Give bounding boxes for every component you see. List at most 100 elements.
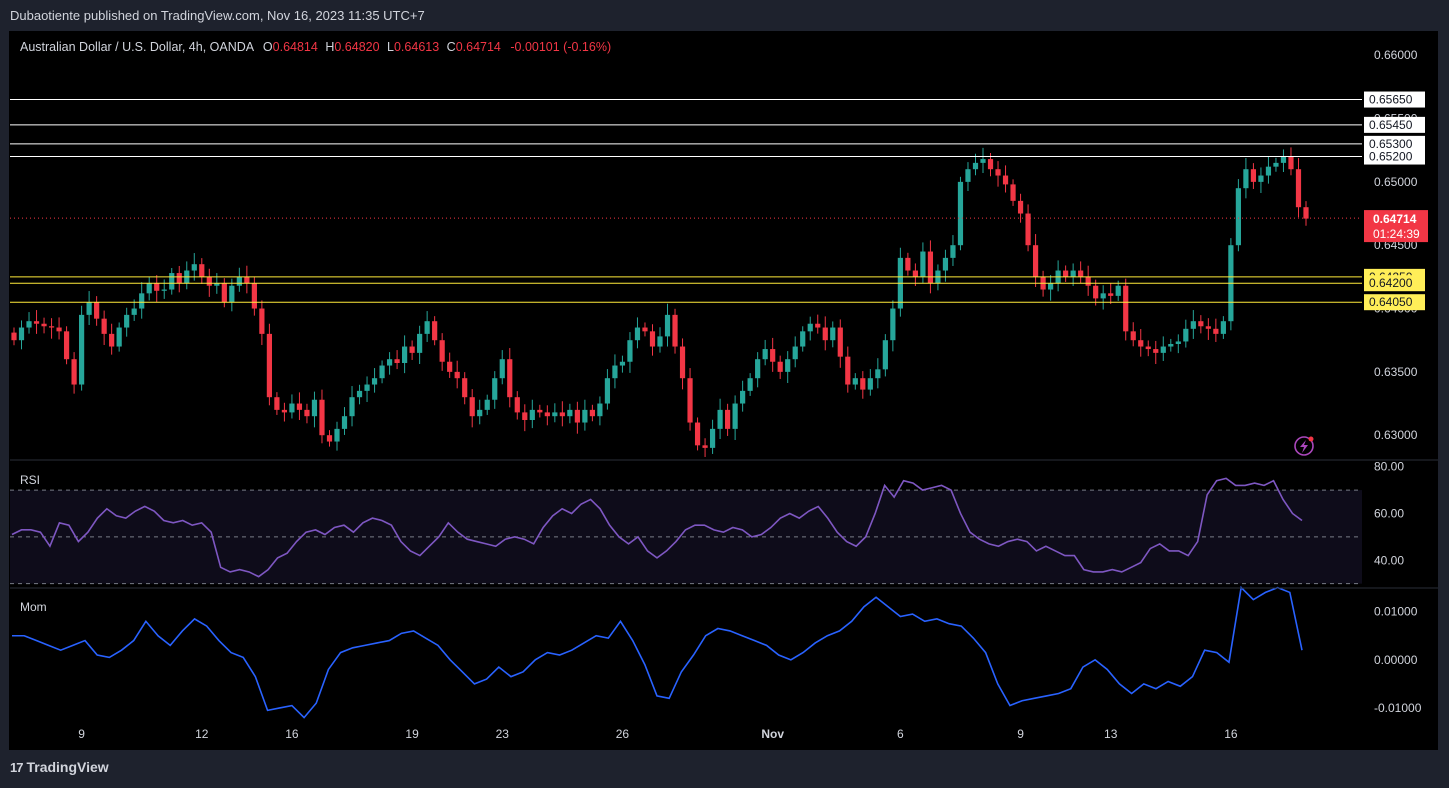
candle-body (304, 409, 310, 417)
candle-body (552, 412, 558, 417)
candle-body (33, 321, 40, 324)
price-axis-tick: 0.63500 (1374, 365, 1418, 379)
resistance-label: 0.65200 (1369, 150, 1413, 164)
rsi-axis-tick: 40.00 (1374, 553, 1404, 567)
candle-body (942, 257, 949, 271)
momentum-line (12, 585, 1303, 719)
candle-body (1190, 321, 1196, 329)
candle-body (875, 369, 881, 379)
lightning-icon (1294, 436, 1314, 456)
rsi-title: RSI (20, 473, 40, 487)
candle-body (709, 428, 716, 448)
candle-body (537, 409, 543, 413)
candle-body (191, 264, 197, 271)
candle-body (785, 359, 791, 372)
candle-body (71, 359, 77, 385)
support-label: 0.64050 (1369, 295, 1413, 309)
candle-body (957, 181, 964, 246)
candle-body (289, 403, 295, 413)
candle-body (1183, 328, 1189, 342)
candle-body (702, 445, 708, 448)
candle-body (927, 251, 934, 284)
candle-body (1265, 166, 1272, 176)
candle-body (386, 359, 393, 366)
candle-body (1175, 341, 1181, 344)
candle-body (815, 323, 821, 328)
candle-body (867, 378, 873, 390)
candle-body (266, 333, 272, 398)
candle-body (627, 340, 633, 362)
low-value: 0.64613 (393, 40, 440, 54)
candle-body (1138, 340, 1144, 347)
time-axis-tick: 9 (1017, 727, 1024, 741)
candle-body (522, 412, 528, 420)
footer-brand[interactable]: 17 TradingView (10, 759, 109, 775)
rsi-axis-tick: 60.00 (1374, 506, 1404, 520)
candle-body (597, 403, 603, 417)
brand-name: TradingView (26, 759, 109, 775)
candle-body (311, 399, 318, 417)
candle-body (379, 365, 385, 379)
candle-body (965, 169, 971, 182)
resistance-tag (1364, 91, 1425, 108)
candle-body (296, 403, 303, 410)
candle-body (1025, 213, 1031, 246)
candle-body (1303, 207, 1309, 219)
candle-body (131, 308, 137, 315)
time-axis-tick: Nov (761, 727, 784, 741)
candle-body (740, 390, 746, 404)
candle-body (642, 327, 648, 332)
support-tag (1364, 275, 1425, 292)
candle-body (1213, 328, 1219, 334)
bar-countdown: 01:24:39 (1373, 227, 1420, 241)
resistance-tag (1364, 135, 1425, 152)
low-label: L (387, 40, 394, 54)
candle-body (755, 359, 761, 379)
price-axis-tick: 0.66000 (1374, 48, 1418, 62)
support-label: 0.64200 (1369, 276, 1413, 290)
candle-body (882, 340, 888, 370)
candle-body (326, 435, 333, 442)
candle-body (1002, 175, 1009, 185)
candle-body (356, 390, 363, 398)
candle-body (852, 378, 858, 385)
candle-body (822, 327, 828, 341)
candle-body (770, 349, 776, 362)
momentum-axis-tick: 0.00000 (1374, 653, 1418, 667)
candle-body (221, 283, 227, 303)
candle-body (1070, 270, 1076, 277)
candle-body (1032, 245, 1039, 277)
candle-body (657, 336, 663, 347)
notification-dot-icon (1308, 436, 1314, 442)
candle-body (169, 273, 175, 290)
candle-body (1280, 156, 1287, 163)
candle-body (987, 159, 994, 170)
candle-body (837, 327, 843, 357)
candle-body (251, 283, 257, 309)
candle-body (477, 409, 483, 417)
support-tag (1364, 294, 1425, 311)
candle-body (694, 422, 701, 446)
candle-body (920, 251, 926, 277)
candle-body (48, 326, 55, 328)
candle-body (1258, 175, 1264, 182)
high-value: 0.64820 (334, 40, 380, 54)
close-label: C (446, 40, 456, 54)
candle-body (972, 162, 979, 170)
current-price-value: 0.64714 (1373, 212, 1417, 226)
candle-body (567, 409, 573, 417)
candle-body (830, 327, 836, 341)
candle-body (439, 340, 445, 362)
candle-body (1288, 156, 1294, 170)
candle-body (604, 378, 611, 404)
candle-body (26, 321, 32, 328)
candle-body (1010, 184, 1016, 201)
candle-body (1063, 270, 1069, 277)
candle-body (995, 169, 1001, 176)
candle-body (1198, 321, 1204, 327)
momentum-axis-tick: 0.01000 (1374, 605, 1418, 619)
candle-body (559, 412, 565, 417)
candle-body (499, 359, 505, 379)
candle-body (950, 245, 956, 258)
